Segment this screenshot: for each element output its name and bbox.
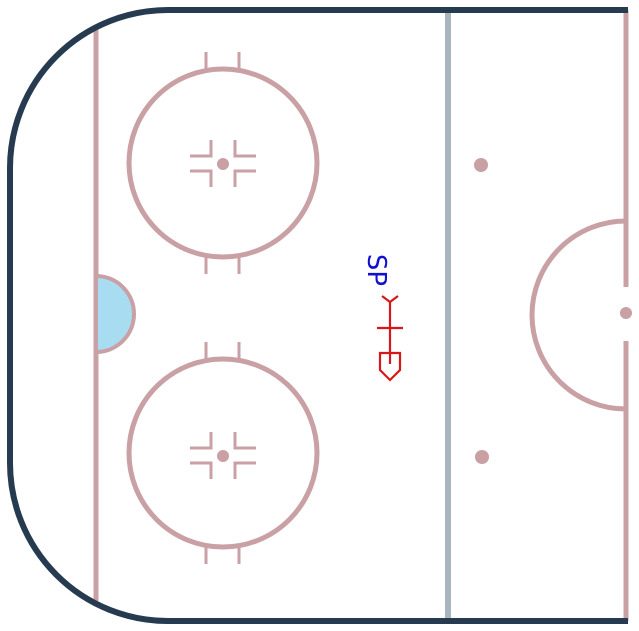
goal-crease — [94, 273, 136, 355]
neutral-dot-upper — [474, 158, 488, 172]
neutral-dot-lower — [475, 450, 489, 464]
faceoff-circle-lower — [126, 342, 320, 564]
hockey-stick-icon — [377, 295, 403, 382]
faceoff-dot-upper — [217, 158, 229, 170]
rink-boards — [7, 7, 628, 624]
center-circle — [529, 218, 627, 412]
center-dot — [620, 307, 632, 319]
player-position-label: SP — [361, 254, 391, 286]
faceoff-dot-lower — [217, 450, 229, 462]
ice-surface — [10, 10, 628, 621]
faceoff-circle-upper — [126, 52, 320, 274]
